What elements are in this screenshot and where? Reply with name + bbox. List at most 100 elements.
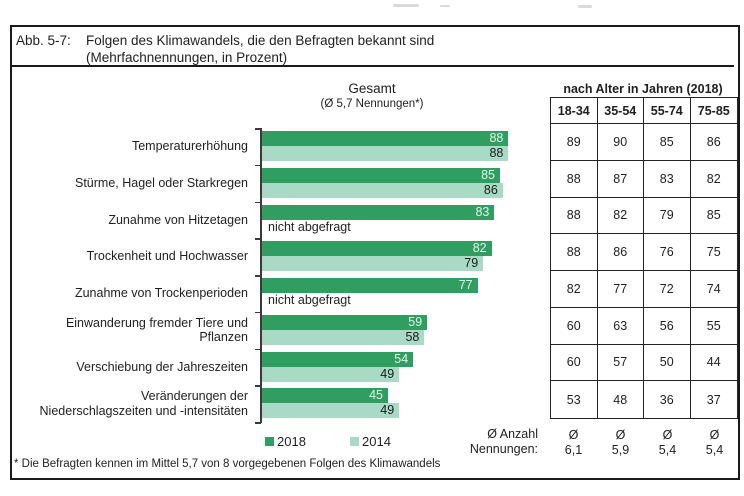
bar-2018: 45 (262, 388, 388, 404)
bar-value-label: 85 (481, 167, 495, 182)
age-table-cell: 86 (690, 124, 737, 161)
scan-artifact (578, 5, 592, 8)
avg-value-cell: Ø 5,4 (658, 428, 677, 457)
axis-tick (255, 275, 261, 277)
age-table-cell: 77 (597, 271, 644, 308)
age-table-cell: 89 (551, 124, 598, 161)
bar-value-label: 88 (489, 146, 504, 160)
bar-value-label: 82 (472, 241, 487, 256)
figure-number: Abb. 5-7: (16, 33, 71, 48)
bar-value-label: 49 (380, 366, 395, 381)
age-table-cell: 37 (706, 392, 721, 407)
category-label: Stürme, Hagel oder Starkregen (74, 175, 248, 190)
missing-data-label: nicht abgefragt (268, 219, 351, 234)
category-label: Zunahme von Hitzetagen (108, 212, 248, 227)
category-label: Trockenheit und Hochwasser (86, 249, 248, 264)
age-table-header-cell: 18-34 (551, 98, 598, 124)
bar-2014: 49 (262, 403, 400, 419)
bar-value-label: 77 (458, 278, 473, 292)
legend-swatch-2018 (265, 436, 274, 446)
age-table-cell: 36 (644, 381, 691, 418)
figure-border (10, 25, 740, 480)
bar-2014: 79 (262, 256, 484, 272)
bar-2018: 83 (262, 204, 495, 220)
bar-value-label: 79 (464, 256, 479, 271)
age-table-cell: 56 (644, 307, 691, 345)
age-table-cell: 63 (597, 307, 644, 345)
age-table-cell: 87 (597, 160, 644, 198)
age-table-header-cell: 35-54 (597, 98, 644, 124)
bar-value-label: 54 (394, 351, 409, 366)
category-label: Veränderungen der Niederschlagszeiten und… (39, 389, 248, 418)
chart-title: Gesamt (348, 81, 396, 96)
avg-caption-line2: Nennungen: (469, 442, 538, 456)
axis-tick (255, 238, 261, 240)
legend-label-2018: 2018 (277, 433, 306, 449)
age-table: 18-34 35-54 55-74 75-85 89 90 85 86 88 87 83 82 88 82… (550, 97, 738, 419)
age-table-cell: 48 (598, 381, 644, 418)
age-table-cell: 83 (644, 160, 691, 198)
age-table-cell: 75 (690, 234, 737, 271)
bar-value-label: 45 (369, 388, 383, 403)
age-table-cell: 74 (690, 271, 737, 308)
bar-2018: 82 (262, 241, 492, 257)
age-table-cell: 53 (551, 381, 598, 418)
category-label: Temperaturerhöhung (131, 139, 248, 154)
age-table-title: nach Alter in Jahren (2018) (563, 82, 723, 96)
avg-caption: Ø Anzahl Nennungen: (396, 427, 538, 457)
age-table-cell: 60 (551, 344, 598, 382)
axis-tick (255, 201, 261, 203)
age-table-cell: 85 (690, 198, 737, 235)
bar-2014: 88 (262, 146, 509, 161)
bar-value-label: 83 (475, 204, 490, 219)
figure-title: Abb. 5-7: Folgen des Klimawandels, die d… (12, 27, 734, 67)
age-table-cell: 50 (644, 344, 691, 382)
age-table-cell: 90 (597, 124, 644, 161)
scan-artifact (440, 5, 450, 7)
chart-header: Gesamt (Ø 5,7 Nennungen*) (252, 81, 492, 110)
age-table-cell: 55 (690, 308, 737, 345)
legend-swatch-2014 (350, 436, 359, 446)
age-table-cell: 88 (551, 197, 598, 235)
age-table-cell: 85 (644, 124, 691, 161)
avg-caption-line1: Ø Anzahl (487, 427, 538, 441)
bar-2018: 54 (262, 351, 414, 367)
age-table-cell: 86 (597, 234, 644, 271)
age-table-header-cell: 75-85 (690, 98, 737, 124)
category-label: Zunahme von Trockenperioden (74, 286, 248, 301)
axis-tick (255, 164, 261, 167)
age-table-header-cell: 55-74 (644, 98, 691, 124)
age-table-cell: 60 (551, 307, 598, 345)
axis-tick (255, 128, 261, 130)
avg-value-cell: Ø 5,9 (611, 428, 630, 457)
legend-label-2014: 2014 (362, 433, 391, 449)
figure-title-text: Folgen des Klimawandels, die den Befragt… (86, 32, 434, 66)
avg-value-cell: Ø 5,4 (705, 428, 724, 457)
age-table-cell: 79 (644, 197, 691, 235)
figure-title-line2: (Mehrfachnennungen, in Prozent) (86, 50, 288, 65)
age-table-cell: 72 (644, 271, 691, 308)
bar-2014: 86 (262, 182, 503, 198)
age-table-cell: 82 (690, 161, 737, 198)
bar-2018: 59 (262, 314, 428, 330)
axis-tick (255, 385, 261, 387)
category-label: Verschiebung der Jahreszeiten (76, 359, 248, 374)
bar-2018: 85 (262, 167, 500, 183)
bar-2018: 77 (262, 278, 478, 293)
age-table-cell: 82 (551, 271, 598, 308)
avg-value-cell: Ø 6,1 (564, 428, 583, 457)
age-table-cell: 88 (551, 234, 598, 271)
bar-2018: 88 (262, 131, 509, 146)
bar-value-label: 58 (405, 329, 420, 344)
chart-subtitle: (Ø 5,7 Nennungen*) (320, 98, 424, 110)
age-table-cell: 44 (690, 345, 737, 382)
legend-item-2018: 2018 (265, 433, 306, 449)
bar-2014: 58 (262, 329, 425, 345)
axis-tick (255, 422, 261, 424)
bar-value-label: 86 (483, 182, 498, 197)
axis-tick (255, 348, 261, 350)
age-table-cell: 88 (551, 160, 598, 198)
scan-artifact (393, 4, 419, 7)
age-table-cell: 57 (597, 344, 644, 382)
missing-data-label: nicht abgefragt (268, 293, 351, 307)
